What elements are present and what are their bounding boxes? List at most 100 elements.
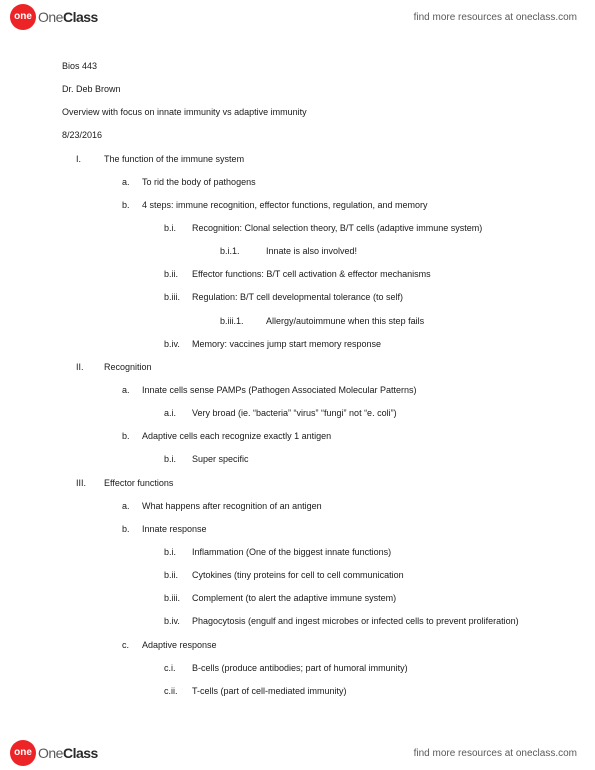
- outline-section-text: Recognition: [104, 362, 152, 372]
- brand-name: OneClass: [38, 745, 98, 761]
- outline-sublabel: c.i.: [142, 662, 192, 674]
- outline-roman: II.: [62, 361, 104, 466]
- outline-item-level-a: b.4 steps: immune recognition, effector …: [104, 199, 545, 350]
- outline-item-level-b: b.i.Inflammation (One of the biggest inn…: [142, 546, 545, 558]
- outline-item-text: Very broad (ie. “bacteria” “virus” “fung…: [192, 408, 397, 418]
- outline-item-level-c: b.iii.1.Allergy/autoimmune when this ste…: [192, 315, 545, 327]
- outline-item-text: Regulation: B/T cell developmental toler…: [192, 292, 403, 302]
- outline-item-body: T-cells (part of cell-mediated immunity): [192, 685, 545, 697]
- outline-item-text: Allergy/autoimmune when this step fails: [266, 316, 424, 326]
- outline-item-body: Recognition: Clonal selection theory, B/…: [192, 222, 545, 257]
- outline-item-body: Very broad (ie. “bacteria” “virus” “fung…: [192, 407, 545, 419]
- outline-letter: b.: [104, 523, 142, 628]
- outline-section: I.The function of the immune systema.To …: [62, 153, 545, 350]
- outline-item-body: Inflammation (One of the biggest innate …: [192, 546, 545, 558]
- outline-section: II.Recognition a.Innate cells sense PAMPs…: [62, 361, 545, 466]
- outline-roman: I.: [62, 153, 104, 350]
- outline-item-text: Complement (to alert the adaptive immune…: [192, 593, 396, 603]
- meta-instructor: Dr. Deb Brown: [62, 83, 545, 95]
- outline-item-text: What happens after recognition of an ant…: [142, 501, 322, 511]
- outline-sublabel: b.iv.: [142, 338, 192, 350]
- outline-item-text: B-cells (produce antibodies; part of hum…: [192, 663, 408, 673]
- outline-section-body: Recognition a.Innate cells sense PAMPs (P…: [104, 361, 545, 466]
- page-header: one OneClass find more resources at onec…: [0, 0, 595, 34]
- outline-item-body: Regulation: B/T cell developmental toler…: [192, 291, 545, 326]
- outline-item-level-b: b.iv.Phagocytosis (engulf and ingest mic…: [142, 615, 545, 627]
- outline-sublabel: b.i.1.: [192, 245, 266, 257]
- brand-logo[interactable]: one OneClass: [10, 4, 98, 30]
- outline-letter: a.: [104, 500, 142, 512]
- outline-item-level-b: b.i.Recognition: Clonal selection theory…: [142, 222, 545, 257]
- outline-item-body: Memory: vaccines jump start memory respo…: [192, 338, 545, 350]
- outline-section-body: Effector functions a.What happens after r…: [104, 477, 545, 697]
- outline-item-level-a: a.What happens after recognition of an a…: [104, 500, 545, 512]
- page-footer: one OneClass find more resources at onec…: [0, 736, 595, 770]
- outline-item-level-a: b.Adaptive cells each recognize exactly …: [104, 430, 545, 465]
- outline-item-body: Cytokines (tiny proteins for cell to cel…: [192, 569, 545, 581]
- brand-badge-icon: one: [10, 740, 36, 766]
- outline-item-text: T-cells (part of cell-mediated immunity): [192, 686, 347, 696]
- outline-item-text: 4 steps: immune recognition, effector fu…: [142, 200, 427, 210]
- outline-item-body: Adaptive cells each recognize exactly 1 …: [142, 430, 545, 465]
- outline-roman: III.: [62, 477, 104, 697]
- outline-item-body: Complement (to alert the adaptive immune…: [192, 592, 545, 604]
- outline-item-level-b: c.ii.T-cells (part of cell-mediated immu…: [142, 685, 545, 697]
- brand-badge-icon: one: [10, 4, 36, 30]
- outline-item-body: Innate is also involved!: [266, 245, 545, 257]
- outline-sublabel: b.i.: [142, 222, 192, 257]
- outline-item-body: Innate response b.i.Inflammation (One of …: [142, 523, 545, 628]
- outline-item-body: Super specific: [192, 453, 545, 465]
- outline-sublabel: b.iii.1.: [192, 315, 266, 327]
- outline-item-text: Recognition: Clonal selection theory, B/…: [192, 223, 482, 233]
- footer-resources-link[interactable]: find more resources at oneclass.com: [414, 748, 577, 759]
- brand-name: OneClass: [38, 9, 98, 25]
- outline-sublabel: b.iv.: [142, 615, 192, 627]
- outline-letter: b.: [104, 199, 142, 350]
- outline-section-text: Effector functions: [104, 478, 173, 488]
- meta-title: Overview with focus on innate immunity v…: [62, 106, 545, 118]
- outline-item-level-a: a.Innate cells sense PAMPs (Pathogen Ass…: [104, 384, 545, 419]
- header-resources-link[interactable]: find more resources at oneclass.com: [414, 12, 577, 23]
- outline-item-text: Adaptive response: [142, 640, 217, 650]
- outline-root: I.The function of the immune systema.To …: [62, 153, 545, 697]
- outline-item-level-a: c.Adaptive response c.i.B-cells (produce …: [104, 639, 545, 697]
- outline-letter: c.: [104, 639, 142, 697]
- outline-item-text: Innate cells sense PAMPs (Pathogen Assoc…: [142, 385, 416, 395]
- brand-name-bold: Class: [63, 745, 98, 761]
- outline-item-body: What happens after recognition of an ant…: [142, 500, 545, 512]
- brand-name-bold: Class: [63, 9, 98, 25]
- outline-sublabel: b.iii.: [142, 592, 192, 604]
- document-body: Bios 443 Dr. Deb Brown Overview with foc…: [62, 60, 545, 708]
- outline-item-level-b: b.iii.Regulation: B/T cell developmental…: [142, 291, 545, 326]
- outline-item-text: Super specific: [192, 454, 249, 464]
- outline-item-body: To rid the body of pathogens: [142, 176, 545, 188]
- outline-item-body: 4 steps: immune recognition, effector fu…: [142, 199, 545, 350]
- brand-logo-footer[interactable]: one OneClass: [10, 740, 98, 766]
- outline-item-body: Adaptive response c.i.B-cells (produce an…: [142, 639, 545, 697]
- outline-item-level-b: b.iii.Complement (to alert the adaptive …: [142, 592, 545, 604]
- outline-item-level-b: a.i.Very broad (ie. “bacteria” “virus” “…: [142, 407, 545, 419]
- outline-item-text: Innate is also involved!: [266, 246, 357, 256]
- outline-sublabel: b.i.: [142, 546, 192, 558]
- outline-item-level-b: b.i.Super specific: [142, 453, 545, 465]
- outline-item-text: Inflammation (One of the biggest innate …: [192, 547, 391, 557]
- outline-section-text: The function of the immune system: [104, 154, 244, 164]
- outline-item-body: Effector functions: B/T cell activation …: [192, 268, 545, 280]
- outline-section: III.Effector functions a.What happens aft…: [62, 477, 545, 697]
- outline-item-text: Innate response: [142, 524, 207, 534]
- outline-section-body: The function of the immune systema.To ri…: [104, 153, 545, 350]
- outline-item-body: Innate cells sense PAMPs (Pathogen Assoc…: [142, 384, 545, 419]
- brand-name-prefix: One: [38, 745, 63, 761]
- outline-item-level-b: c.i.B-cells (produce antibodies; part of…: [142, 662, 545, 674]
- outline-letter: b.: [104, 430, 142, 465]
- meta-date: 8/23/2016: [62, 129, 545, 141]
- outline-item-level-b: b.iv.Memory: vaccines jump start memory …: [142, 338, 545, 350]
- outline-item-body: Allergy/autoimmune when this step fails: [266, 315, 545, 327]
- outline-item-text: To rid the body of pathogens: [142, 177, 256, 187]
- outline-item-text: Effector functions: B/T cell activation …: [192, 269, 431, 279]
- outline-sublabel: b.ii.: [142, 569, 192, 581]
- outline-item-body: Phagocytosis (engulf and ingest microbes…: [192, 615, 545, 627]
- meta-course: Bios 443: [62, 60, 545, 72]
- outline-letter: a.: [104, 384, 142, 419]
- outline-item-body: B-cells (produce antibodies; part of hum…: [192, 662, 545, 674]
